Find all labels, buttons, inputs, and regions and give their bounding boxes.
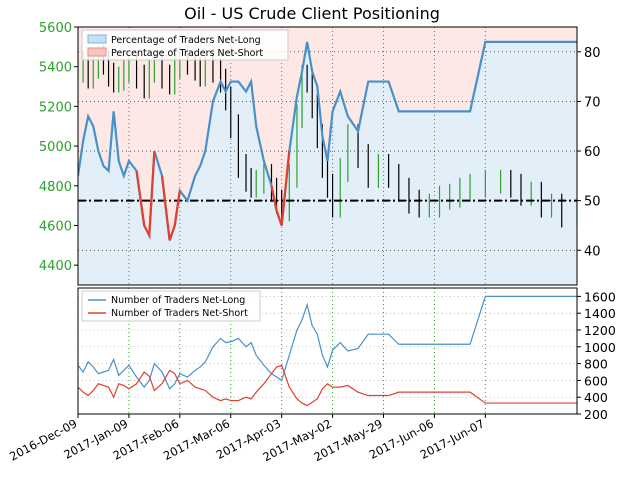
upper-lines <box>78 40 577 241</box>
left-tick-label-5: 5400 <box>39 61 72 76</box>
right-tick-label-3: 70 <box>584 95 601 110</box>
right-tick-label-2: 60 <box>584 145 601 160</box>
upper-legend-box <box>81 29 289 61</box>
lower-right-tick-label-1: 400 <box>584 390 608 405</box>
lower-right-tick-label-2: 600 <box>584 373 608 388</box>
legend-swatch-net-long-pct <box>87 34 107 44</box>
right-tick-label-0: 40 <box>584 244 601 259</box>
lower-right-tick-label-4: 1000 <box>584 340 616 355</box>
lower-panel-frame <box>77 287 578 415</box>
lower-right-tick-label-6: 1400 <box>584 306 616 321</box>
lower-right-tick-label-7: 1600 <box>584 289 616 304</box>
legend-swatch-net-short-pct <box>87 47 107 57</box>
right-tick-label-4: 80 <box>584 46 601 61</box>
upper-left-axis: 4400 4600 4800 5000 5200 5400 5600 <box>39 21 78 274</box>
legend-label-net-short-count: Number of Traders Net-Short <box>111 308 248 319</box>
lower-right-tick-label-0: 200 <box>584 407 608 422</box>
chart-title: Oil - US Crude Client Positioning <box>184 4 440 23</box>
lower-legend-box <box>81 290 261 322</box>
left-tick-label-3: 5000 <box>39 140 72 155</box>
x-axis: 2016-Dec-092017-Jan-092017-Feb-062017-Ma… <box>7 414 487 464</box>
left-tick-label-2: 4800 <box>39 180 72 195</box>
lower-right-tick-label-5: 1200 <box>584 323 616 338</box>
net-short-dominant-line <box>135 150 291 241</box>
left-tick-label-1: 4600 <box>39 219 72 234</box>
count-line-0 <box>78 295 577 390</box>
upper-right-axis: 40 50 60 70 80 <box>577 46 601 259</box>
upper-grid <box>78 27 577 285</box>
upper-panel-frame <box>77 26 578 286</box>
legend-label-net-long-count: Number of Traders Net-Long <box>111 295 245 306</box>
count-line-1 <box>78 364 577 407</box>
left-tick-label-6: 5600 <box>39 21 72 36</box>
left-tick-label-4: 5200 <box>39 100 72 115</box>
legend-label-net-long-pct: Percentage of Traders Net-Long <box>111 35 261 46</box>
right-tick-label-1: 50 <box>584 195 601 210</box>
upper-legend: Percentage of Traders Net-Long Percentag… <box>81 29 289 61</box>
lower-right-tick-label-3: 800 <box>584 357 608 372</box>
legend-label-net-short-pct: Percentage of Traders Net-Short <box>111 48 263 59</box>
lower-lines <box>78 295 577 407</box>
left-tick-label-0: 4400 <box>39 259 72 274</box>
lower-legend: Number of Traders Net-Long Number of Tra… <box>81 290 261 322</box>
